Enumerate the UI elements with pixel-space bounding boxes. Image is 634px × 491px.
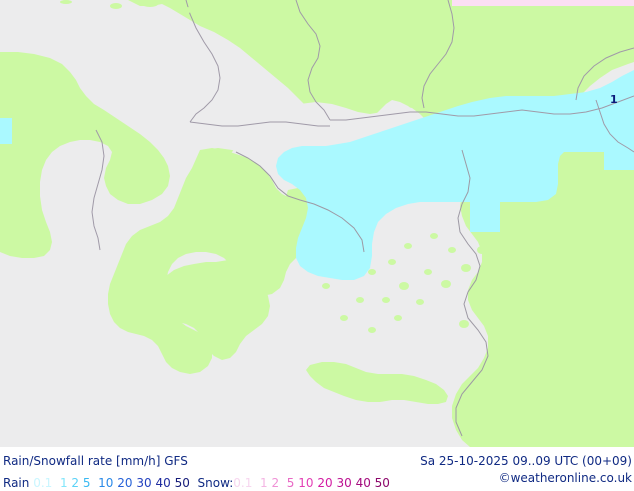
legend-value: 50 [374, 476, 390, 490]
island [154, 241, 162, 247]
adriatic-islands [60, 0, 195, 13]
legend-value: 5 [82, 476, 91, 490]
island [322, 283, 330, 289]
legend-gap [91, 476, 99, 490]
weather-map[interactable]: 1 [0, 0, 634, 447]
island [399, 282, 409, 290]
island [177, 7, 195, 13]
island [388, 259, 396, 265]
border-line [190, 122, 330, 126]
map-footer: Rain/Snowfall rate [mm/h] GFS Sa 25-10-2… [0, 447, 634, 490]
island [192, 315, 200, 321]
border-line [422, 0, 454, 108]
land-crete [306, 362, 448, 404]
legend-value: 2 [71, 476, 80, 490]
legend-value: 30 [336, 476, 352, 490]
island [356, 297, 364, 303]
legend-value: 1 [59, 476, 68, 490]
legend-value: 10 [298, 476, 314, 490]
forecast-timestamp: Sa 25-10-2025 09..09 UTC (00+09) [420, 454, 632, 468]
island [368, 269, 376, 275]
land-peloponnese [158, 260, 270, 360]
snow-legend-label: Snow: [197, 476, 234, 490]
legend-value: 0.1 [33, 476, 53, 490]
legend-value: 30 [136, 476, 152, 490]
island [416, 299, 424, 305]
island [142, 1, 158, 7]
island [404, 243, 412, 249]
island [424, 269, 432, 275]
snow-legend-scale: 0.1 1 2 5 10 20 30 40 50 [233, 476, 390, 490]
border-line [296, 0, 330, 120]
legend-value: 50 [174, 476, 190, 490]
precip-italy-coast [0, 118, 12, 144]
land-italy [0, 52, 170, 258]
island [448, 247, 456, 253]
legend-value: 5 [286, 476, 295, 490]
rain-legend-scale: 0.1 1 2 5 10 20 30 40 50 [33, 476, 190, 490]
island [441, 280, 451, 288]
coastline [456, 150, 488, 436]
island [461, 264, 471, 272]
legend-gap [252, 476, 260, 490]
island [394, 315, 402, 321]
legend-gap [279, 476, 287, 490]
legend-value: 10 [98, 476, 114, 490]
island [182, 297, 190, 303]
island [340, 315, 348, 321]
legend-value: 2 [271, 476, 280, 490]
map-canvas[interactable] [0, 0, 634, 447]
island [430, 233, 438, 239]
island [60, 0, 72, 4]
precipitation-group [276, 0, 634, 280]
border-line [576, 48, 634, 100]
island [200, 283, 208, 289]
island [382, 297, 390, 303]
legend-value: 40 [155, 476, 171, 490]
legend-value: 1 [260, 476, 268, 490]
rain-legend-label: Rain [3, 476, 30, 490]
borders-group [92, 0, 634, 436]
island [459, 320, 469, 328]
precip-snow-north-edge [452, 0, 634, 6]
legend-value: 20 [317, 476, 333, 490]
legend-value: 0.1 [233, 476, 253, 490]
island [166, 255, 174, 261]
legend-value: 20 [117, 476, 133, 490]
legend-value: 40 [355, 476, 371, 490]
chart-title: Rain/Snowfall rate [mm/h] GFS [3, 454, 188, 468]
copyright-notice: ©weatheronline.co.uk [498, 471, 632, 485]
precip-value-label: 1 [610, 93, 618, 106]
island [110, 3, 122, 9]
border-line [330, 96, 634, 120]
border-line [92, 130, 104, 250]
precip-rain-dardanelles [604, 140, 634, 170]
precip-rain-aegean-coast [470, 202, 500, 232]
precip-rain-marmara [276, 70, 634, 280]
coastline [236, 152, 364, 252]
legend-gap [52, 476, 60, 490]
precipitation-legend: Rain 0.1 1 2 5 10 20 30 40 50 Snow:0.1 1… [3, 472, 390, 491]
border-line [186, 0, 220, 122]
border-line [596, 100, 634, 152]
island [368, 327, 376, 333]
